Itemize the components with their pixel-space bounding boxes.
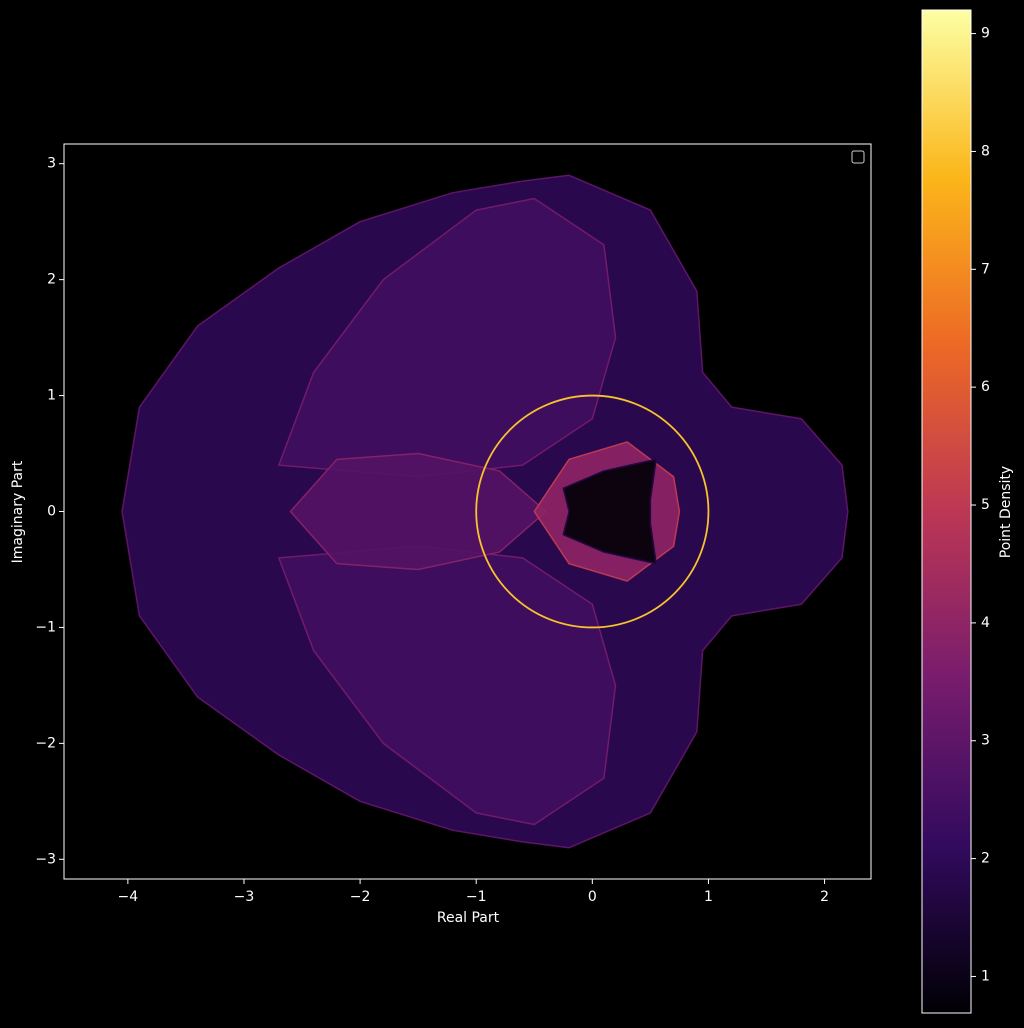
x-tick-label: 2 xyxy=(820,889,829,905)
colorbar-tick-label: 4 xyxy=(981,615,990,631)
colorbar-tick-label: 1 xyxy=(981,968,990,984)
colorbar-tick-label: 9 xyxy=(981,26,990,42)
colorbar-tick-label: 8 xyxy=(981,143,990,159)
x-tick-label: 1 xyxy=(704,889,713,905)
y-tick-label: −3 xyxy=(35,851,56,867)
colorbar-tick-label: 2 xyxy=(981,851,990,867)
colorbar-tick-label: 6 xyxy=(981,379,990,395)
colorbar-label: Point Density xyxy=(998,466,1014,558)
x-tick-label: −1 xyxy=(466,889,487,905)
y-tick-label: 1 xyxy=(47,388,56,404)
y-tick-label: 0 xyxy=(47,504,56,520)
y-tick-label: 2 xyxy=(47,272,56,288)
y-tick-label: 3 xyxy=(47,156,56,172)
plot-area xyxy=(121,174,849,849)
x-tick-label: 0 xyxy=(588,889,597,905)
x-tick-label: −3 xyxy=(234,889,255,905)
colorbar xyxy=(921,9,972,1014)
density-region xyxy=(562,458,657,565)
unit-circle xyxy=(475,394,710,629)
colorbar-tick-label: 7 xyxy=(981,261,990,277)
x-axis-label: Real Part xyxy=(437,910,500,926)
x-tick-label: −4 xyxy=(118,889,139,905)
y-tick-label: −2 xyxy=(35,735,56,751)
y-tick-label: −1 xyxy=(35,619,56,635)
y-axis-label: Imaginary Part xyxy=(10,460,26,563)
colorbar-tick-label: 3 xyxy=(981,733,990,749)
colorbar-tick-label: 5 xyxy=(981,497,990,513)
legend-box xyxy=(851,150,865,164)
x-tick-label: −2 xyxy=(350,889,371,905)
